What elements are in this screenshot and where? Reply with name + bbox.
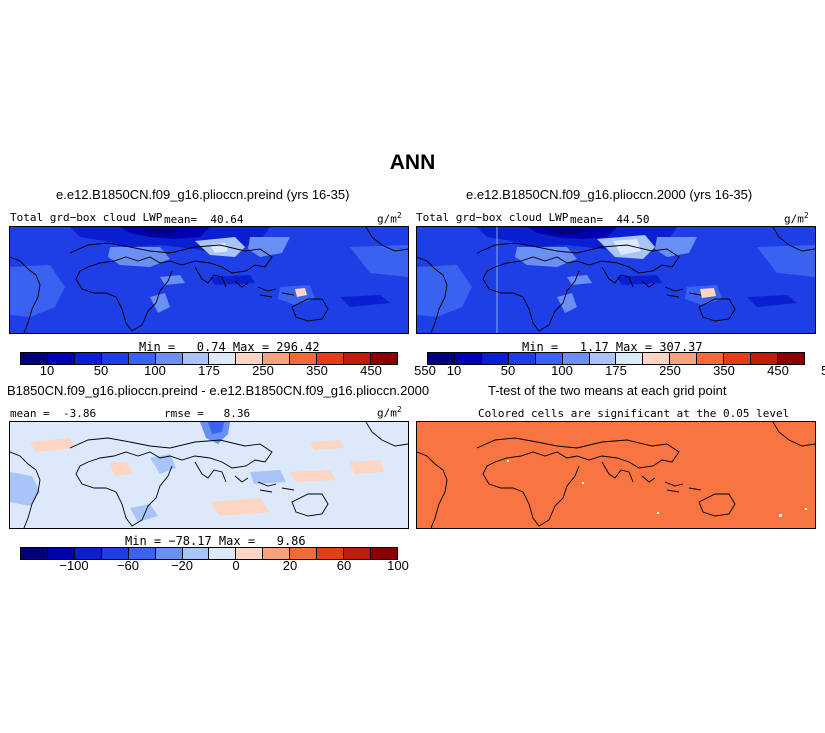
panel-2-map — [416, 226, 816, 334]
panel-1-title: e.e12.B1850CN.f09_g16.plioccn.preind (yr… — [56, 187, 350, 202]
colorbar-swatch — [263, 353, 291, 364]
panel-1-min-max: Min = 0.74 Max = 296.42 — [139, 340, 320, 354]
panel-1-map — [9, 226, 409, 334]
colorbar-tick-label: 100 — [144, 363, 166, 378]
figure-title: ANN — [389, 151, 436, 174]
colorbar-swatch — [697, 353, 725, 364]
colorbar-tick-label: 100 — [551, 363, 573, 378]
colorbar-tick-label: 450 — [767, 363, 789, 378]
colorbar-tick-label: −100 — [59, 558, 89, 573]
panel-4-subtitle: Colored cells are significant at the 0.0… — [478, 407, 790, 420]
panel-4-title: T-test of the two means at each grid poi… — [488, 383, 727, 398]
colorbar-tick-label: 20 — [282, 558, 298, 573]
colorbar-swatch — [182, 353, 210, 364]
colorbar-tick-label: 100 — [387, 558, 409, 573]
colorbar-swatch — [74, 353, 102, 364]
panel-2-mean: mean= 44.50 — [570, 213, 650, 226]
panel-3-rmse: rmse = 8.36 — [164, 407, 251, 420]
colorbar-tick-label: −20 — [170, 558, 194, 573]
colorbar-tick-label: 10 — [39, 363, 55, 378]
panel-2-title: e.e12.B1850CN.f09_g16.plioccn.2000 (yrs … — [466, 187, 753, 202]
colorbar-swatch — [155, 353, 183, 364]
colorbar-tick-label: 550 — [414, 363, 436, 378]
colorbar-swatch — [562, 353, 590, 364]
colorbar-swatch — [21, 353, 48, 364]
colorbar-tick-label: 60 — [336, 558, 352, 573]
panel-1-variable: Total grd−box cloud LWP — [10, 211, 163, 224]
colorbar-tick-label: 10 — [446, 363, 462, 378]
colorbar-swatch — [535, 353, 563, 364]
panel-1-mean: mean= 40.64 — [164, 213, 244, 226]
colorbar-swatch — [290, 353, 318, 364]
panel-3-title: B1850CN.f09_g16.plioccn.preind - e.e12.B… — [7, 383, 430, 398]
colorbar-swatch — [101, 353, 129, 364]
colorbar-swatch — [508, 353, 536, 364]
colorbar-2-labels: 10 50 100 175 250 350 450 550 — [427, 363, 825, 379]
colorbar-swatch — [428, 353, 455, 364]
colorbar-swatch — [209, 353, 237, 364]
panel-2-units: g/m2 — [784, 211, 809, 226]
colorbar-swatch — [47, 353, 75, 364]
colorbar-swatch — [589, 353, 617, 364]
colorbar-swatch — [263, 548, 291, 559]
colorbar-swatch — [670, 353, 698, 364]
colorbar-3 — [20, 547, 398, 560]
colorbar-tick-label: 50 — [500, 363, 516, 378]
colorbar-1-labels: 10 50 100 175 250 350 450 550 — [20, 363, 436, 379]
colorbar-swatch — [21, 548, 48, 559]
colorbar-tick-label: 250 — [659, 363, 681, 378]
colorbar-1 — [20, 352, 398, 365]
colorbar-tick-label: 0 — [232, 558, 240, 573]
colorbar-swatch — [74, 548, 102, 559]
colorbar-swatch — [777, 353, 804, 364]
panel-3-min-max: Min = −78.17 Max = 9.86 — [125, 534, 306, 548]
colorbar-swatch — [236, 353, 264, 364]
colorbar-swatch — [290, 548, 318, 559]
colorbar-swatch — [236, 548, 264, 559]
colorbar-swatch — [370, 353, 397, 364]
panel-3-units: g/m2 — [377, 405, 402, 420]
colorbar-tick-label: 550 — [821, 363, 825, 378]
colorbar-swatch — [317, 548, 345, 559]
panel-3-map — [9, 421, 409, 529]
colorbar-swatch — [128, 548, 156, 559]
colorbar-swatch — [481, 353, 509, 364]
colorbar-swatch — [101, 548, 129, 559]
colorbar-swatch — [128, 353, 156, 364]
colorbar-swatch — [344, 548, 371, 559]
colorbar-tick-label: 50 — [93, 363, 109, 378]
colorbar-swatch — [370, 548, 397, 559]
panel-2-min-max: Min = 1.17 Max = 307.37 — [522, 340, 703, 354]
panel-1-units: g/m2 — [377, 211, 402, 226]
panel-4-map — [416, 421, 816, 529]
colorbar-tick-label: −60 — [116, 558, 140, 573]
colorbar-swatch — [155, 548, 183, 559]
colorbar-tick-label: 250 — [252, 363, 274, 378]
colorbar-2 — [427, 352, 805, 365]
colorbar-swatch — [317, 353, 345, 364]
panel-3-mean: mean = -3.86 — [10, 407, 97, 420]
colorbar-swatch — [751, 353, 778, 364]
colorbar-tick-label: 175 — [605, 363, 627, 378]
colorbar-swatch — [724, 353, 752, 364]
colorbar-swatch — [209, 548, 237, 559]
colorbar-3-labels: −100 −60 −20 0 20 60 100 — [20, 558, 409, 574]
colorbar-swatch — [643, 353, 671, 364]
colorbar-tick-label: 175 — [198, 363, 220, 378]
colorbar-tick-label: 350 — [306, 363, 328, 378]
colorbar-swatch — [47, 548, 75, 559]
colorbar-swatch — [616, 353, 644, 364]
panel-2-variable: Total grd−box cloud LWP — [416, 211, 569, 224]
colorbar-swatch — [182, 548, 210, 559]
colorbar-swatch — [344, 353, 371, 364]
colorbar-tick-label: 450 — [360, 363, 382, 378]
colorbar-tick-label: 350 — [713, 363, 735, 378]
colorbar-swatch — [454, 353, 482, 364]
